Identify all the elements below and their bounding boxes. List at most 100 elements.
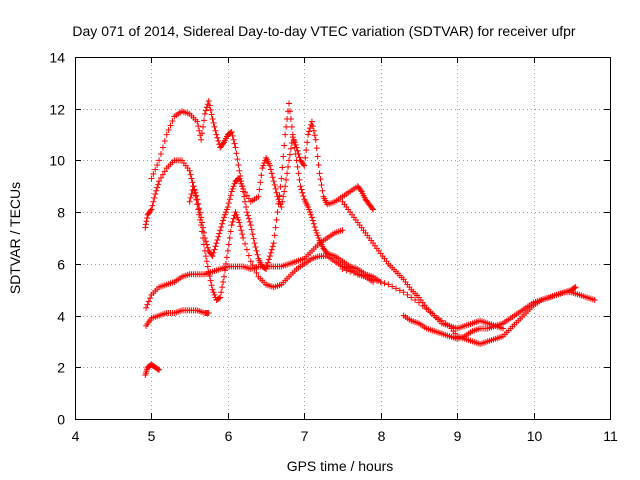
data-point [295,170,302,177]
data-point [264,262,271,269]
data-point [300,161,307,168]
y-tick-label: 10 [49,153,65,169]
data-point [186,167,193,174]
data-point [196,205,203,212]
data-point [305,203,312,210]
data-point [156,157,163,164]
x-axis-label: GPS time / hours [287,458,394,474]
data-point [306,128,313,135]
data-point [194,201,201,208]
data-point [278,175,285,182]
data-point [228,222,235,229]
data-point [305,131,312,138]
data-point [191,186,198,193]
data-point [144,214,151,221]
data-point [214,134,221,141]
data-point [150,171,157,178]
data-point [297,183,304,190]
data-point [296,154,303,161]
data-point [230,136,237,143]
data-point [373,277,380,284]
data-point [308,118,315,125]
data-point [308,214,315,221]
data-point [216,295,223,302]
data-point [272,224,279,231]
data-point [214,236,221,243]
data-point [270,178,277,185]
data-point [339,227,346,234]
data-point [284,170,291,177]
data-point [222,209,229,216]
data-point [154,184,161,191]
data-point [423,306,430,313]
data-point [151,194,158,201]
data-point [240,235,247,241]
data-point [286,157,292,164]
data-point [156,178,163,185]
data-point [187,194,194,201]
data-point [199,130,206,137]
data-point [196,127,203,134]
data-point [277,183,284,190]
data-point [223,254,230,261]
data-point [237,223,244,230]
data-point [295,150,302,157]
data-point [206,102,213,109]
data-point [282,183,289,190]
data-point [230,215,237,222]
data-point [186,198,193,205]
series-track-f [186,118,377,260]
data-point [235,161,242,168]
data-point [404,291,411,298]
data-point [143,218,150,225]
data-point [362,273,369,280]
data-point [159,171,166,178]
data-point [269,243,276,250]
data-point [239,231,246,238]
data-point [236,175,243,182]
data-point [313,229,320,236]
data-point [239,183,246,190]
data-point [266,162,273,169]
data-point [149,202,156,209]
data-point [236,167,243,174]
data-point [150,198,157,205]
data-point [232,144,239,151]
x-tick-labels: 4 5 6 7 8 9 10 11 [72,428,618,444]
data-point [267,249,274,256]
data-point [194,196,201,203]
data-point [258,172,265,179]
x-tick-label: 6 [225,428,233,444]
data-point [303,147,310,154]
data-point [234,214,241,221]
data-point [286,100,292,107]
chart-title: Day 071 of 2014, Sidereal Day-to-day VTE… [72,23,576,39]
data-point [312,136,319,143]
data-point [280,153,287,160]
data-point [188,175,195,182]
data-point [148,206,155,213]
data-point [236,219,243,226]
data-point [283,176,290,183]
data-point [286,151,293,158]
data-point [209,253,216,260]
data-point [431,312,438,319]
data-point [317,176,324,183]
x-tick-label: 11 [603,428,618,444]
data-point [240,185,247,192]
data-point [315,161,322,168]
data-point [275,196,282,203]
data-point [438,317,445,324]
data-point [234,156,241,163]
data-point [293,144,300,151]
data-point [245,252,252,259]
data-point [310,220,317,227]
data-point [144,301,151,308]
data-point [347,268,354,275]
data-point [288,139,295,146]
data-point [266,253,273,260]
data-point [591,297,598,304]
data-point [161,168,168,175]
data-point [296,176,303,183]
data-point [220,278,227,285]
